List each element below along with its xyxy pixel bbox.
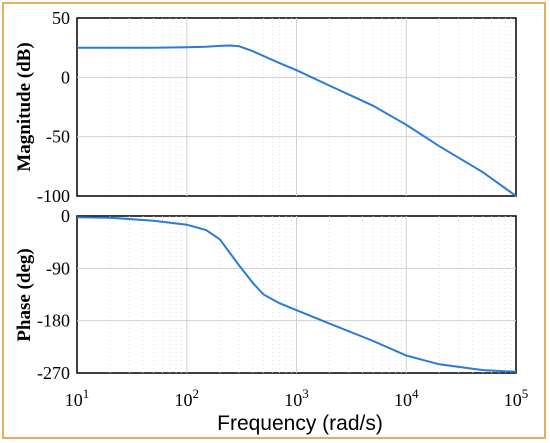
x-axis-label: Frequency (rad/s) <box>217 412 383 435</box>
phase-panel: 0 -90 -180 -270 Phase (deg) 101 102 103 104 105… <box>14 206 528 435</box>
y-tick-label: -90 <box>46 258 70 278</box>
y-tick-label: 50 <box>52 8 70 28</box>
magnitude-line <box>77 44 517 197</box>
y-tick-label: -50 <box>46 127 70 147</box>
x-ticks: 101 102 103 104 105 <box>65 386 529 410</box>
phase-y-ticks: 0 -90 -180 -270 <box>37 206 70 383</box>
magnitude-y-axis-label: Magnitude (dB) <box>14 42 35 171</box>
phase-grid <box>77 216 516 373</box>
y-tick-label: -100 <box>37 186 70 206</box>
x-tick-label: 105 <box>504 386 529 410</box>
y-tick-label: -270 <box>37 363 70 383</box>
magnitude-y-ticks: 50 0 -50 -100 <box>37 8 70 206</box>
x-tick-label: 101 <box>65 386 90 410</box>
phase-line <box>76 216 517 373</box>
y-tick-label: 0 <box>61 206 70 226</box>
y-tick-label: -180 <box>37 311 70 331</box>
y-tick-label: 0 <box>61 67 70 87</box>
magnitude-grid <box>77 18 516 196</box>
x-tick-label: 102 <box>175 386 200 410</box>
magnitude-panel: 50 0 -50 -100 Magnitude (dB) <box>14 8 517 206</box>
phase-y-axis-label: Phase (deg) <box>14 248 35 341</box>
x-tick-label: 103 <box>284 386 309 410</box>
x-tick-label: 104 <box>394 386 419 410</box>
